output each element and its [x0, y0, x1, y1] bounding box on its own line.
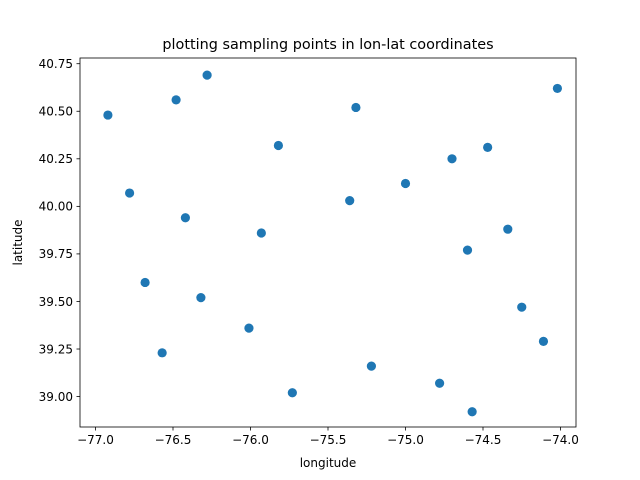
y-tick-label: 39.25: [39, 342, 73, 356]
data-point: [202, 70, 212, 80]
data-point: [103, 110, 113, 120]
plot-area: −77.0 −76.5 −76.0 −75.5 −75.0 −74.5 −74.0 39.00…: [39, 57, 579, 447]
data-point: [435, 378, 445, 388]
data-point: [180, 213, 190, 223]
data-point: [552, 83, 563, 94]
data-point: [467, 407, 477, 417]
data-point: [244, 323, 254, 333]
y-axis-title: latitude: [11, 219, 25, 265]
x-tick-label: −75.5: [310, 433, 347, 447]
y-tick-label: 40.50: [39, 105, 73, 119]
data-point: [538, 336, 549, 347]
x-tick-label: −76.5: [155, 433, 192, 447]
axes-frame: [79, 57, 577, 428]
data-point: [287, 388, 297, 398]
y-tick-label: 40.00: [39, 200, 73, 214]
data-point: [483, 142, 493, 152]
x-tick-label: −76.0: [232, 433, 269, 447]
x-tick-label: −77.0: [77, 433, 114, 447]
data-point: [196, 293, 206, 303]
y-tick-label: 40.25: [39, 152, 73, 166]
data-point: [273, 140, 283, 151]
data-point: [503, 224, 513, 234]
y-tick-label: 39.00: [39, 390, 73, 404]
data-point: [125, 188, 135, 198]
data-point: [400, 178, 411, 189]
chart-title: plotting sampling points in lon-lat coor…: [162, 37, 493, 53]
y-tick-label: 39.50: [39, 295, 73, 309]
data-point: [366, 361, 376, 371]
x-tick-label: −74.0: [542, 433, 579, 447]
data-point: [517, 302, 527, 312]
x-axis-title: longitude: [300, 456, 357, 470]
data-point: [157, 348, 167, 358]
x-tick-label: −75.0: [387, 433, 424, 447]
y-tick-label: 39.75: [39, 247, 73, 261]
y-tick-label: 40.75: [39, 57, 73, 71]
data-point: [447, 154, 457, 164]
data-point: [140, 277, 150, 288]
data-point: [462, 245, 473, 255]
data-point: [256, 228, 266, 238]
data-point: [351, 102, 361, 113]
data-point: [171, 95, 181, 105]
x-tick-label: −74.5: [465, 433, 502, 447]
data-point: [345, 196, 355, 206]
